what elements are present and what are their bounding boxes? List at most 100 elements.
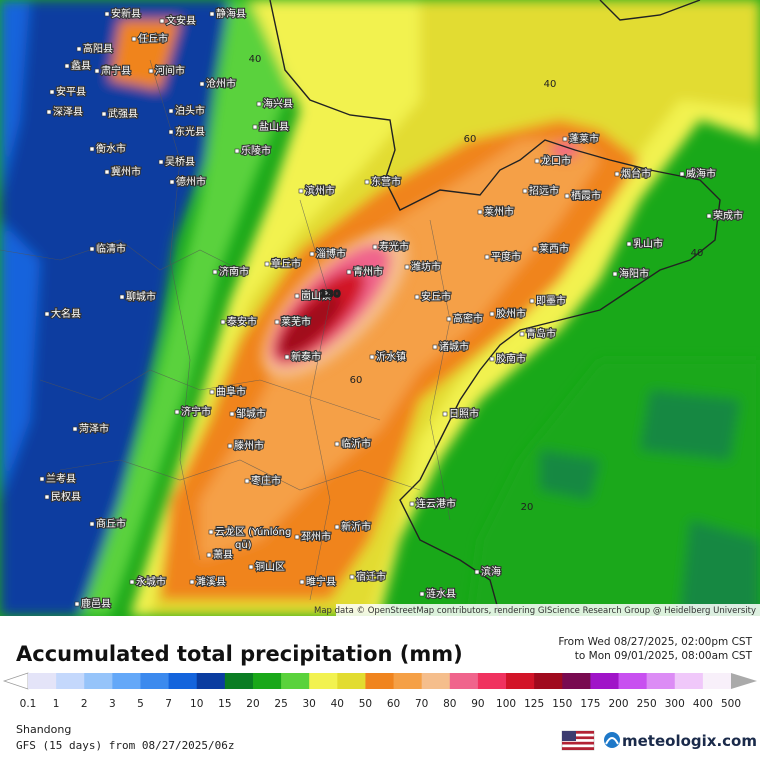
city-label: 海兴县 [263, 97, 293, 110]
city-dot [89, 246, 95, 252]
city-dot [298, 188, 304, 194]
city-label: 武强县 [108, 107, 138, 120]
city-dot [562, 136, 568, 142]
attribution-bg [336, 604, 760, 616]
city-label: 曲阜市 [216, 385, 246, 398]
city-label: 章丘市 [271, 257, 301, 270]
city-label: 东光县 [175, 125, 205, 138]
city-dot [101, 111, 107, 117]
city-label: 涟水县 [426, 587, 456, 600]
city-dot [432, 344, 438, 350]
city-dot [519, 331, 525, 337]
colorbar-swatch [421, 673, 451, 689]
brand[interactable]: meteologix.com [622, 732, 757, 750]
city-label: 沧州市 [206, 77, 236, 90]
brand-logo-mark [605, 737, 619, 745]
city-label: 蠡县 [71, 59, 91, 72]
city-label: 安新县 [111, 7, 141, 20]
city-dot [199, 81, 205, 87]
colorbar-label: 20 [246, 698, 259, 710]
city-dot [284, 354, 290, 360]
city-dot [442, 411, 448, 417]
colorbar-swatch [309, 673, 338, 689]
colorbar-swatch [252, 673, 282, 689]
city-dot [104, 169, 110, 175]
colorbar-swatch [28, 673, 57, 689]
city-dot [404, 264, 410, 270]
city-dot [614, 171, 620, 177]
city-dot [409, 501, 415, 507]
city-label: 胶南市 [496, 352, 526, 365]
city-dot [234, 148, 240, 154]
city-dot [294, 534, 300, 540]
city-dot [264, 261, 270, 267]
city-dot [626, 241, 632, 247]
city-label: 胶州市 [496, 307, 526, 320]
city-label: 栖霞市 [571, 189, 601, 202]
city-dot [419, 591, 425, 597]
colorbar-label: 2 [81, 698, 88, 710]
colorbar-label: 400 [693, 698, 713, 710]
city-dot [209, 389, 215, 395]
city-label: 安丘市 [421, 290, 451, 303]
colorbar-label: 125 [524, 698, 544, 710]
city-label: 文安县 [166, 14, 196, 27]
city-dot [46, 109, 52, 115]
colorbar-label: 0.1 [20, 698, 37, 710]
city-label: 邳州市 [301, 530, 331, 543]
city-label: 沂水镇 [376, 350, 406, 363]
city-label: 云龙区 (Yúnlóng [215, 525, 291, 538]
colorbar: 0.1 1 2 3 5 7 10 15 20 25 30 40 50 60 70 80 90 100 125 150 1… [2, 672, 757, 710]
city-dot [189, 579, 195, 585]
city-dot [372, 244, 378, 250]
city-dot [522, 188, 528, 194]
colorbar-swatch [449, 673, 479, 689]
city-label: 寿光市 [379, 240, 409, 253]
colorbar-label: 5 [137, 698, 144, 710]
city-dot [76, 46, 82, 52]
city-dot [168, 108, 174, 114]
colorbar-swatch [140, 673, 170, 689]
colorbar-label: 7 [165, 698, 172, 710]
city-dot [148, 68, 154, 74]
city-dot [334, 441, 340, 447]
city-dot [44, 311, 50, 317]
city-label: 泰安市 [227, 315, 257, 328]
colorbar-swatch [618, 673, 648, 689]
city-label: 萧县 [213, 549, 233, 561]
colorbar-label: 10 [190, 698, 203, 710]
colorbar-swatch [393, 673, 423, 689]
city-label: 菏泽市 [79, 422, 109, 435]
city-dot [564, 193, 570, 199]
city-label: 宿迁市 [356, 570, 386, 583]
city-label: 铜山区 [255, 561, 285, 573]
city-label: 即墨市 [536, 294, 566, 307]
contour-label: 40 [249, 54, 262, 65]
city-dot [169, 179, 175, 185]
colorbar-swatch [56, 673, 85, 689]
contour-label: 60 [464, 134, 477, 145]
city-dot [244, 478, 250, 484]
city-label: 新泰市 [291, 350, 321, 363]
colorbar-swatch [590, 673, 620, 689]
colorbar-label: 50 [359, 698, 372, 710]
title: Accumulated total precipitation (mm) [16, 642, 463, 666]
city-label: 蓬莱市 [569, 132, 599, 145]
city-label: 烟台市 [621, 167, 651, 180]
colorbar-under [2, 672, 29, 690]
city-dot [349, 574, 355, 580]
city-dot [49, 89, 55, 95]
city-label: qū) [235, 540, 252, 551]
city-label: 莱芜市 [281, 315, 311, 328]
city-label: 济南市 [219, 265, 249, 278]
city-dot [104, 11, 110, 17]
colorbar-label: 40 [331, 698, 344, 710]
city-dot [159, 18, 165, 24]
colorbar-swatch [702, 673, 732, 689]
city-dot [484, 254, 490, 260]
city-label: 莱州市 [484, 205, 514, 218]
contour-label: 60 [350, 375, 363, 386]
city-label: 安平县 [56, 85, 86, 98]
city-label: 吴桥县 [165, 156, 195, 168]
